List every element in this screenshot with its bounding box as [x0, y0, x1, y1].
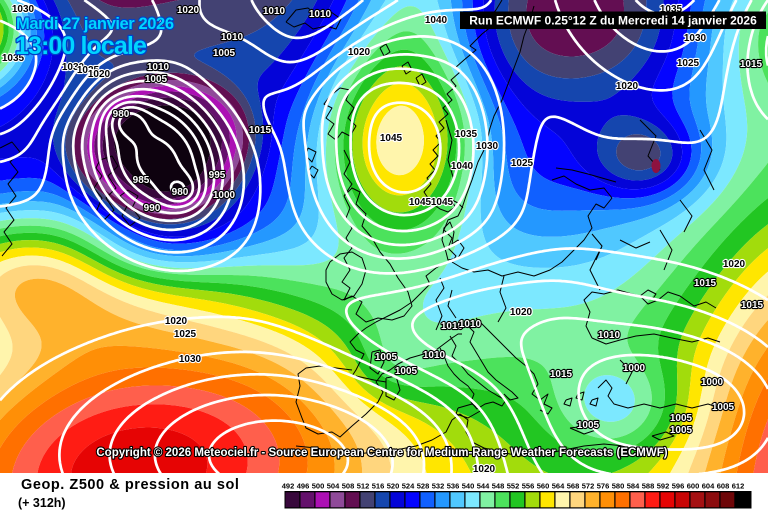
svg-text:492: 492 [282, 482, 295, 491]
svg-text:1015: 1015 [741, 300, 764, 311]
svg-text:1015: 1015 [249, 125, 272, 136]
svg-text:604: 604 [702, 482, 715, 491]
svg-text:Copyright © 2026 Meteociel.fr: Copyright © 2026 Meteociel.fr - Source E… [96, 447, 667, 459]
svg-text:1035: 1035 [2, 53, 25, 64]
svg-text:1020: 1020 [88, 69, 111, 80]
svg-text:572: 572 [582, 482, 595, 491]
svg-text:552: 552 [507, 482, 520, 491]
svg-text:1025: 1025 [511, 158, 534, 169]
svg-text:544: 544 [477, 482, 490, 491]
svg-text:980: 980 [113, 109, 130, 120]
svg-text:980: 980 [172, 187, 189, 198]
svg-text:524: 524 [402, 482, 415, 491]
svg-text:596: 596 [672, 482, 685, 491]
svg-text:600: 600 [687, 482, 700, 491]
svg-text:556: 556 [522, 482, 535, 491]
svg-text:564: 564 [552, 482, 565, 491]
svg-text:1020: 1020 [723, 259, 746, 270]
svg-text:1030: 1030 [179, 354, 202, 365]
svg-text:1005: 1005 [577, 420, 600, 431]
svg-text:1005: 1005 [712, 402, 735, 413]
svg-text:1005: 1005 [145, 74, 168, 85]
svg-text:536: 536 [447, 482, 460, 491]
svg-text:608: 608 [717, 482, 730, 491]
svg-text:Geop. Z500 & pression au sol: Geop. Z500 & pression au sol [21, 477, 239, 493]
svg-text:1040: 1040 [425, 15, 448, 26]
svg-text:512: 512 [357, 482, 370, 491]
svg-text:1030: 1030 [684, 33, 707, 44]
svg-text:1010: 1010 [423, 350, 446, 361]
svg-text:Run ECMWF 0.25°12 Z du Mercred: Run ECMWF 0.25°12 Z du Mercredi 14 janvi… [469, 14, 757, 28]
svg-text:1015: 1015 [550, 369, 573, 380]
svg-text:1020: 1020 [616, 81, 639, 92]
svg-text:990: 990 [144, 203, 161, 214]
svg-text:1030: 1030 [12, 4, 35, 15]
svg-text:1000: 1000 [623, 363, 646, 374]
svg-text:612: 612 [732, 482, 745, 491]
svg-text:584: 584 [627, 482, 640, 491]
svg-text:995: 995 [209, 170, 226, 181]
svg-text:568: 568 [567, 482, 580, 491]
svg-text:504: 504 [327, 482, 340, 491]
svg-text:1010: 1010 [441, 321, 464, 332]
svg-text:1010: 1010 [598, 330, 621, 341]
svg-text:500: 500 [312, 482, 325, 491]
svg-text:540: 540 [462, 482, 475, 491]
svg-text:516: 516 [372, 482, 385, 491]
svg-text:1005: 1005 [670, 425, 693, 436]
svg-text:1020: 1020 [348, 47, 371, 58]
svg-text:1020: 1020 [177, 5, 200, 16]
svg-text:Mardi 27 janvier 2026: Mardi 27 janvier 2026 [16, 15, 174, 33]
svg-text:560: 560 [537, 482, 550, 491]
svg-text:1025: 1025 [174, 329, 197, 340]
svg-text:1040: 1040 [451, 161, 474, 172]
svg-text:520: 520 [387, 482, 400, 491]
svg-text:1045: 1045 [409, 197, 432, 208]
svg-text:1035: 1035 [455, 129, 478, 140]
svg-text:1005: 1005 [395, 366, 418, 377]
svg-text:1010: 1010 [263, 6, 286, 17]
svg-text:1005: 1005 [670, 413, 693, 424]
svg-text:580: 580 [612, 482, 625, 491]
svg-text:1030: 1030 [62, 62, 85, 73]
svg-text:1010: 1010 [147, 62, 170, 73]
svg-text:508: 508 [342, 482, 355, 491]
svg-text:1010: 1010 [309, 9, 332, 20]
svg-text:1010: 1010 [459, 319, 482, 330]
svg-text:592: 592 [657, 482, 670, 491]
svg-text:1010: 1010 [221, 32, 244, 43]
svg-text:1020: 1020 [165, 316, 188, 327]
svg-text:588: 588 [642, 482, 655, 491]
svg-text:1015: 1015 [694, 278, 717, 289]
svg-text:1000: 1000 [213, 190, 236, 201]
svg-text:548: 548 [492, 482, 505, 491]
svg-text:1000: 1000 [701, 377, 724, 388]
svg-text:1020: 1020 [473, 464, 496, 475]
svg-text:528: 528 [417, 482, 430, 491]
svg-text:576: 576 [597, 482, 610, 491]
svg-text:1045: 1045 [380, 133, 403, 144]
svg-text:1015: 1015 [740, 59, 763, 70]
svg-text:1025: 1025 [677, 58, 700, 69]
svg-text:1005: 1005 [213, 48, 236, 59]
svg-text:1045: 1045 [431, 197, 454, 208]
svg-text:496: 496 [297, 482, 310, 491]
svg-text:(+ 312h): (+ 312h) [18, 496, 66, 510]
svg-text:985: 985 [133, 175, 150, 186]
svg-text:13:00 locale: 13:00 locale [15, 32, 147, 60]
svg-text:1025: 1025 [77, 65, 100, 76]
svg-text:532: 532 [432, 482, 445, 491]
svg-text:1030: 1030 [476, 141, 499, 152]
svg-text:1005: 1005 [375, 352, 398, 363]
svg-text:1020: 1020 [510, 307, 533, 318]
